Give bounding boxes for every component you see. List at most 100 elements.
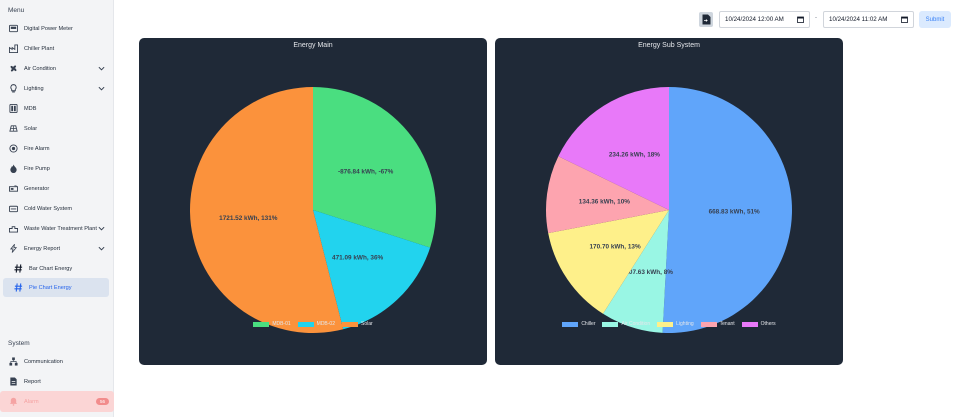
energy-main-legend: MDB-01 MDB-02 Solar (139, 321, 487, 327)
pie-slice-solar[interactable] (189, 87, 344, 333)
sidebar-item-fire-alarm[interactable]: Fire Alarm (3, 139, 109, 158)
sidebar-item-label: Pie Chart Energy (29, 284, 72, 291)
legend-label: Air Condition (621, 321, 651, 327)
export-file-icon (702, 14, 710, 25)
chevron-down-icon (97, 245, 105, 253)
sidebar-item-label: Energy Report (24, 245, 61, 252)
chevron-down-icon (97, 85, 105, 93)
sidebar-item-label: Communication (24, 358, 63, 365)
pie-slice-chiller[interactable] (662, 87, 792, 333)
sidebar-item-pie-chart-energy[interactable]: Pie Chart Energy (3, 278, 109, 297)
sidebar-item-mdb[interactable]: MDB (3, 99, 109, 118)
sidebar-item-label: Fire Pump (24, 165, 50, 172)
sidebar-item-lighting[interactable]: Lighting (3, 79, 109, 98)
pie-data-label: 170.70 kWh, 13% (590, 244, 641, 251)
energy-sub-system-card: Energy Sub System 668.83 kWh, 51% 107.63 … (495, 38, 843, 365)
chart-title: Energy Sub System (638, 42, 700, 49)
sidebar-item-cold-water-system[interactable]: Cold Water System (3, 199, 109, 218)
mdb-icon (8, 104, 18, 114)
legend-item[interactable]: MDB-01 (253, 321, 291, 327)
sidebar-item-alarm[interactable]: Alarm 56 (0, 391, 114, 412)
export-button[interactable] (699, 12, 713, 27)
system-section-label: System (8, 340, 30, 347)
sidebar-item-generator[interactable]: Generator (3, 179, 109, 198)
pie-data-label: -876.84 kWh, -67% (338, 169, 394, 176)
pie-slice-mdb-01[interactable] (313, 87, 436, 248)
sidebar-item-chiller-plant[interactable]: Chiller Plant (3, 39, 109, 58)
legend-item[interactable]: Chiller (562, 321, 595, 327)
legend-label: Tenant (719, 321, 735, 327)
pie-slice-mdb-02[interactable] (313, 210, 431, 330)
submit-button[interactable]: Submit (919, 11, 951, 28)
sidebar-item-fire-pump[interactable]: Fire Pump (3, 159, 109, 178)
energy-sub-system-pie-chart: 668.83 kWh, 51% 107.63 kWh, 8% 170.70 kWh,… (546, 87, 792, 333)
factory-icon (8, 44, 18, 54)
power-meter-icon (8, 24, 18, 34)
legend-swatch (741, 321, 758, 327)
bulb-icon (8, 84, 18, 94)
pie-slice-lighting[interactable] (548, 210, 669, 314)
sidebar-item-solar[interactable]: Solar (3, 119, 109, 138)
solar-icon (8, 124, 18, 134)
legend-item[interactable]: Others (741, 321, 776, 327)
sidebar-item-communication[interactable]: Communication (3, 352, 109, 371)
alarm-count-badge: 56 (95, 398, 109, 405)
pie-slice-tenant[interactable] (546, 156, 669, 234)
legend-item[interactable]: Air Condition (602, 321, 650, 327)
chart-title: Energy Main (293, 42, 333, 49)
pie-data-label: 107.63 kWh, 8% (625, 269, 673, 276)
water-plant-icon (8, 224, 18, 234)
fan-icon (8, 64, 18, 74)
start-date-value: 10/24/2024 12:00 AM (725, 16, 784, 23)
sidebar-item-waste-water-treatment-plant[interactable]: Waste Water Treatment Plant (3, 219, 109, 238)
legend-item[interactable]: MDB-02 (297, 321, 335, 327)
legend-label: Solar (361, 321, 373, 327)
legend-item[interactable]: Lighting (657, 321, 694, 327)
pie-slice-air-condition[interactable] (603, 210, 669, 333)
hash-icon (13, 264, 23, 274)
energy-main-card: Energy Main -876.84 kWh, -67% 471.09 kWh,… (139, 38, 487, 365)
calendar-icon (901, 16, 908, 23)
fire-alarm-icon (8, 144, 18, 154)
energy-sub-system-legend: Chiller Air Condition Lighting Tenant Others (495, 321, 843, 327)
network-icon (8, 357, 18, 367)
hash-icon (13, 283, 23, 293)
sidebar: Menu Digital Power Meter Chiller Plant A… (0, 0, 114, 417)
sidebar-item-label: Chiller Plant (24, 45, 55, 52)
sidebar-item-label: Report (24, 378, 41, 385)
sidebar-item-digital-power-meter[interactable]: Digital Power Meter (3, 19, 109, 38)
sidebar-item-air-condition[interactable]: Air Condition (3, 59, 109, 78)
energy-main-pie-chart: -876.84 kWh, -67% 471.09 kWh, 36% 1721.52 … (189, 87, 436, 333)
legend-swatch (700, 321, 717, 327)
menu-section-label: Menu (8, 7, 25, 14)
sidebar-item-label: Air Condition (24, 65, 57, 72)
sidebar-item-label: Waste Water Treatment Plant (24, 225, 97, 232)
sidebar-item-energy-report[interactable]: Energy Report (3, 239, 109, 258)
end-date-value: 10/24/2024 11:02 AM (829, 16, 888, 23)
legend-label: MDB-01 (272, 321, 291, 327)
sidebar-item-label: Fire Alarm (24, 145, 50, 152)
sidebar-item-label: Solar (24, 125, 38, 132)
bell-icon (8, 397, 18, 407)
pie-data-label: 471.09 kWh, 36% (332, 255, 383, 262)
pie-data-label: 234.26 kWh, 18% (609, 152, 660, 159)
start-date-input[interactable]: 10/24/2024 12:00 AM (719, 11, 810, 28)
chevron-down-icon (97, 225, 105, 233)
date-range-separator: - (815, 15, 817, 21)
sidebar-item-bar-chart-energy[interactable]: Bar Chart Energy (3, 259, 109, 278)
legend-label: MDB-02 (316, 321, 335, 327)
legend-item[interactable]: Solar (342, 321, 373, 327)
pie-slice-others[interactable] (558, 87, 669, 210)
end-date-input[interactable]: 10/24/2024 11:02 AM (823, 11, 914, 28)
legend-swatch (562, 321, 579, 327)
sidebar-item-label: Lighting (24, 85, 44, 92)
sidebar-item-label: Bar Chart Energy (29, 265, 73, 272)
legend-label: Others (760, 321, 776, 327)
sidebar-item-report[interactable]: Report (3, 372, 109, 391)
legend-swatch (253, 321, 270, 327)
legend-item[interactable]: Tenant (700, 321, 735, 327)
sidebar-item-label: Alarm (24, 398, 39, 405)
calendar-icon (797, 16, 804, 23)
sidebar-item-label: Digital Power Meter (24, 25, 73, 32)
sidebar-item-label: MDB (24, 105, 37, 112)
